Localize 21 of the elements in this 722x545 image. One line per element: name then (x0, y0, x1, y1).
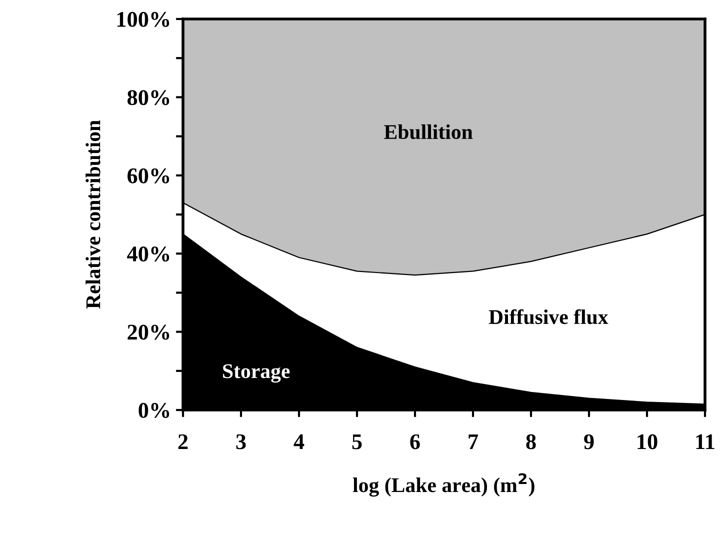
series-label: Diffusive flux (488, 309, 608, 324)
x-axis-title: log (Lake area) (m$^{2}$) (352, 473, 534, 497)
y-tick-label: 80% (127, 90, 170, 106)
y-tick-label: 20% (128, 324, 170, 340)
x-tick-label: 6 (410, 434, 420, 450)
x-tick-label: 10 (638, 434, 658, 450)
y-tick-label: 0% (138, 402, 170, 418)
x-tick-label: 4 (294, 434, 304, 450)
series-label: Storage (223, 364, 290, 383)
x-tick-label: 5 (352, 434, 362, 450)
y-tick-label: 60% (128, 168, 170, 184)
x-tick-label: 3 (236, 434, 246, 450)
x-tick-label: 8 (526, 434, 536, 450)
x-tick-label: 11 (696, 434, 714, 450)
y-tick-label: 100% (117, 12, 170, 27)
x-tick-label: 2 (178, 434, 188, 450)
x-tick-label: 9 (584, 434, 594, 450)
x-tick-label: 7 (468, 434, 478, 450)
y-axis-title: Relative contribution (86, 120, 100, 309)
series-label: Ebullition (384, 124, 473, 140)
y-tick-label: 40% (127, 246, 170, 262)
